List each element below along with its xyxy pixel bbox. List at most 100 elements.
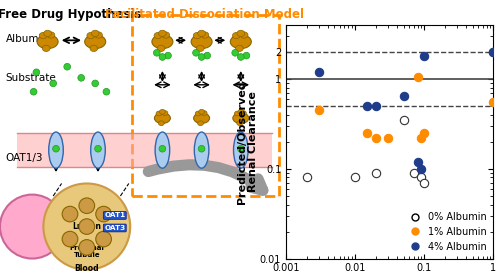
- 4% Albumin: [372, 104, 380, 108]
- Y-axis label: Predicted/Observed
Renal Clearance: Predicted/Observed Renal Clearance: [237, 80, 258, 203]
- Circle shape: [96, 206, 112, 222]
- Ellipse shape: [194, 113, 210, 123]
- Ellipse shape: [194, 33, 201, 39]
- 4% Albumin: [414, 160, 422, 164]
- Ellipse shape: [160, 110, 166, 114]
- Ellipse shape: [196, 45, 204, 51]
- 0% Albumin: [410, 171, 418, 175]
- Ellipse shape: [230, 35, 252, 49]
- Text: Proximal
Tubule: Proximal Tubule: [70, 245, 104, 258]
- 4% Albumin: [400, 94, 407, 98]
- Ellipse shape: [240, 111, 246, 115]
- Ellipse shape: [234, 132, 248, 168]
- Ellipse shape: [157, 45, 165, 51]
- Ellipse shape: [198, 110, 204, 114]
- Ellipse shape: [152, 35, 173, 49]
- 4% Albumin: [420, 54, 428, 58]
- Ellipse shape: [237, 121, 242, 126]
- 1% Albumin: [364, 131, 372, 135]
- Bar: [17, 133, 272, 167]
- Text: Facilitated Dissociation Model: Facilitated Dissociation Model: [105, 8, 304, 21]
- Circle shape: [94, 145, 102, 152]
- 0% Albumin: [351, 175, 359, 180]
- 0% Albumin: [400, 118, 407, 122]
- Ellipse shape: [238, 110, 244, 114]
- Ellipse shape: [201, 32, 209, 38]
- Ellipse shape: [194, 132, 209, 168]
- Ellipse shape: [162, 111, 168, 115]
- Circle shape: [44, 183, 130, 270]
- Ellipse shape: [191, 35, 212, 49]
- Ellipse shape: [47, 32, 55, 38]
- Ellipse shape: [90, 132, 106, 168]
- Ellipse shape: [94, 32, 102, 38]
- Circle shape: [243, 52, 250, 59]
- Ellipse shape: [162, 32, 170, 38]
- 1% Albumin: [384, 136, 392, 140]
- 1% Albumin: [417, 136, 425, 140]
- Ellipse shape: [234, 111, 240, 116]
- Ellipse shape: [87, 33, 94, 39]
- 1% Albumin: [315, 108, 323, 112]
- Circle shape: [79, 240, 94, 255]
- 0% Albumin: [490, 50, 498, 54]
- Ellipse shape: [196, 111, 201, 116]
- Circle shape: [159, 145, 166, 152]
- Circle shape: [198, 145, 205, 152]
- Ellipse shape: [201, 111, 207, 115]
- Circle shape: [78, 75, 84, 81]
- 0% Albumin: [303, 175, 311, 180]
- Text: Free Drug Hypothesis: Free Drug Hypothesis: [0, 8, 142, 21]
- Ellipse shape: [155, 132, 170, 168]
- Circle shape: [50, 80, 56, 87]
- Ellipse shape: [92, 30, 99, 36]
- Circle shape: [30, 88, 37, 95]
- Circle shape: [79, 219, 94, 234]
- 0% Albumin: [420, 180, 428, 185]
- 4% Albumin: [315, 70, 323, 74]
- Ellipse shape: [240, 32, 248, 38]
- Ellipse shape: [237, 30, 244, 36]
- 1% Albumin: [490, 100, 498, 105]
- Circle shape: [164, 52, 172, 59]
- Circle shape: [204, 52, 210, 59]
- Circle shape: [64, 63, 70, 70]
- Circle shape: [79, 198, 94, 214]
- 0% Albumin: [372, 171, 380, 175]
- Circle shape: [159, 54, 166, 60]
- Ellipse shape: [40, 33, 47, 39]
- Circle shape: [62, 206, 78, 222]
- Ellipse shape: [158, 30, 166, 36]
- 1% Albumin: [372, 136, 380, 140]
- Circle shape: [238, 145, 244, 152]
- Ellipse shape: [232, 33, 240, 39]
- Ellipse shape: [84, 35, 105, 49]
- Ellipse shape: [233, 113, 249, 123]
- Ellipse shape: [42, 45, 50, 51]
- Circle shape: [62, 231, 78, 247]
- Text: OAT3: OAT3: [104, 225, 126, 231]
- Ellipse shape: [198, 121, 203, 126]
- Circle shape: [198, 54, 205, 60]
- Circle shape: [103, 88, 110, 95]
- 1% Albumin: [420, 131, 428, 135]
- Text: Blood: Blood: [74, 264, 99, 273]
- Ellipse shape: [90, 45, 98, 51]
- Circle shape: [192, 49, 200, 56]
- Ellipse shape: [236, 45, 243, 51]
- Ellipse shape: [154, 113, 170, 123]
- Circle shape: [0, 195, 64, 259]
- Ellipse shape: [48, 132, 64, 168]
- Text: Albumin: Albumin: [6, 34, 48, 44]
- Circle shape: [33, 69, 40, 76]
- Circle shape: [92, 80, 98, 87]
- Text: Substrate: Substrate: [6, 73, 57, 83]
- 4% Albumin: [490, 50, 498, 54]
- Ellipse shape: [198, 30, 205, 36]
- Ellipse shape: [44, 30, 52, 36]
- Circle shape: [52, 145, 60, 152]
- 0% Albumin: [417, 175, 425, 180]
- Legend: 0% Albumin, 1% Albumin, 4% Albumin: 0% Albumin, 1% Albumin, 4% Albumin: [404, 210, 488, 254]
- Circle shape: [154, 49, 160, 56]
- Ellipse shape: [154, 33, 162, 39]
